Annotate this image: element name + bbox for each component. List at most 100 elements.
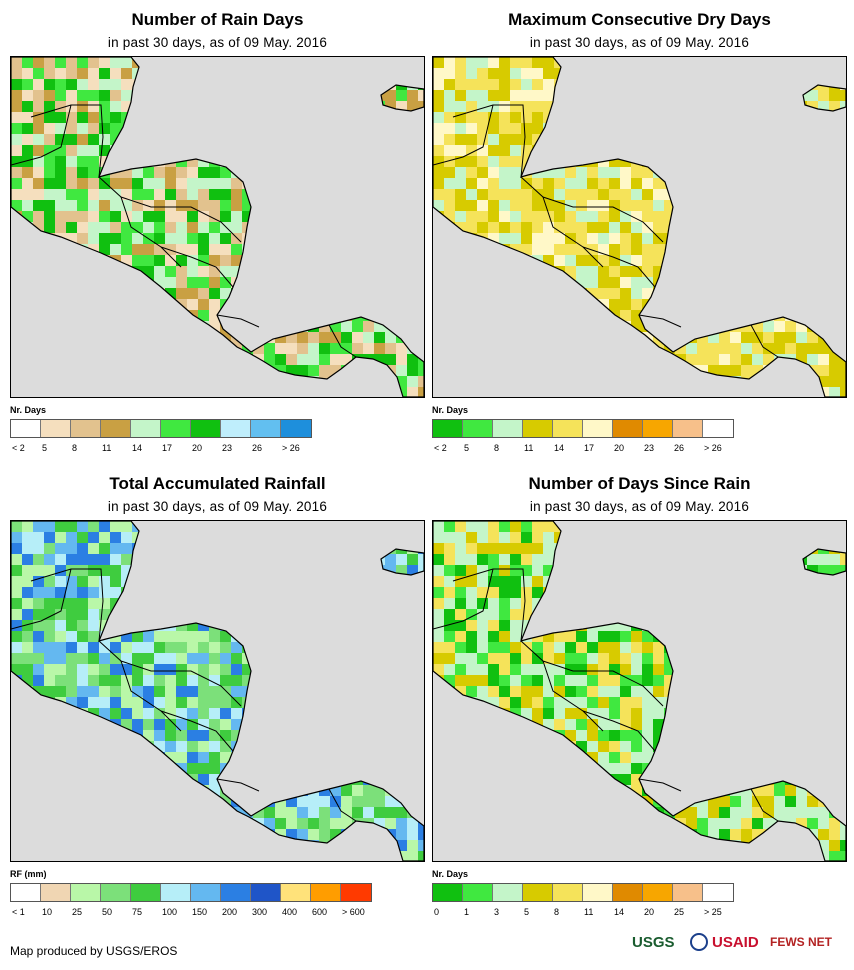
raster-cell [697, 57, 708, 68]
raster-cell [396, 343, 407, 354]
raster-cell [66, 554, 77, 565]
legend-label: 200 [222, 907, 238, 917]
raster-cell [66, 719, 77, 730]
raster-cell [532, 266, 543, 277]
raster-cell [352, 598, 363, 609]
raster-cell [143, 807, 154, 818]
raster-cell [407, 752, 418, 763]
raster-cell [66, 57, 77, 68]
raster-cell [587, 68, 598, 79]
raster-cell [664, 774, 675, 785]
raster-cell [708, 156, 719, 167]
raster-cell [99, 222, 110, 233]
raster-cell [187, 167, 198, 178]
raster-cell [418, 299, 424, 310]
raster-cell [44, 178, 55, 189]
raster-cell [77, 631, 88, 642]
raster-cell [576, 79, 587, 90]
raster-cell [477, 145, 488, 156]
raster-cell [741, 277, 752, 288]
raster-cell [818, 101, 829, 112]
raster-cell [308, 763, 319, 774]
raster-cell [752, 851, 763, 861]
raster-cell [598, 101, 609, 112]
raster-cell [154, 653, 165, 664]
raster-cell [121, 222, 132, 233]
raster-cell [642, 189, 653, 200]
raster-cell [66, 565, 77, 576]
raster-cell [741, 543, 752, 554]
raster-cell [697, 167, 708, 178]
raster-cell [264, 598, 275, 609]
raster-cell [66, 354, 77, 365]
raster-cell [466, 796, 477, 807]
raster-cell [385, 730, 396, 741]
raster-cell [609, 321, 620, 332]
raster-cell [88, 796, 99, 807]
raster-cell [308, 299, 319, 310]
raster-cell [154, 211, 165, 222]
raster-cell [374, 609, 385, 620]
raster-cell [532, 532, 543, 543]
raster-cell [840, 741, 846, 752]
raster-cell [686, 101, 697, 112]
raster-cell [297, 631, 308, 642]
raster-cell [631, 642, 642, 653]
raster-cell [286, 222, 297, 233]
raster-cell [187, 521, 198, 532]
raster-cell [297, 598, 308, 609]
raster-cell [385, 101, 396, 112]
raster-cell [385, 332, 396, 343]
raster-cell [587, 343, 598, 354]
raster-cell [77, 763, 88, 774]
raster-cell [598, 211, 609, 222]
raster-cell [708, 752, 719, 763]
raster-cell [297, 675, 308, 686]
raster-cell [521, 730, 532, 741]
raster-cell [609, 354, 620, 365]
raster-cell [297, 79, 308, 90]
raster-cell [488, 587, 499, 598]
raster-cell [664, 730, 675, 741]
raster-cell [88, 653, 99, 664]
raster-cell [785, 101, 796, 112]
raster-cell [33, 521, 44, 532]
raster-cell [99, 79, 110, 90]
raster-cell [686, 730, 697, 741]
raster-cell [532, 332, 543, 343]
raster-cell [407, 587, 418, 598]
raster-cell [576, 321, 587, 332]
raster-cell [609, 156, 620, 167]
raster-cell [33, 134, 44, 145]
raster-cell [554, 57, 565, 68]
raster-cell [488, 266, 499, 277]
raster-cell [407, 90, 418, 101]
raster-cell [407, 686, 418, 697]
raster-cell [653, 134, 664, 145]
raster-cell [697, 79, 708, 90]
raster-cell [499, 752, 510, 763]
raster-cell [576, 840, 587, 851]
raster-cell [209, 90, 220, 101]
raster-cell [433, 354, 444, 365]
raster-cell [319, 145, 330, 156]
raster-cell [275, 719, 286, 730]
raster-cell [818, 277, 829, 288]
raster-cell [33, 763, 44, 774]
raster-cell [741, 211, 752, 222]
raster-cell [341, 598, 352, 609]
raster-cell [352, 664, 363, 675]
raster-cell [363, 134, 374, 145]
raster-cell [466, 543, 477, 554]
raster-cell [697, 277, 708, 288]
raster-cell [363, 598, 374, 609]
raster-cell [264, 620, 275, 631]
raster-cell [88, 620, 99, 631]
raster-cell [407, 365, 418, 376]
raster-cell [543, 719, 554, 730]
raster-cell [774, 763, 785, 774]
raster-cell [418, 343, 424, 354]
raster-cell [818, 255, 829, 266]
raster-cell [653, 145, 664, 156]
raster-cell [220, 818, 231, 829]
